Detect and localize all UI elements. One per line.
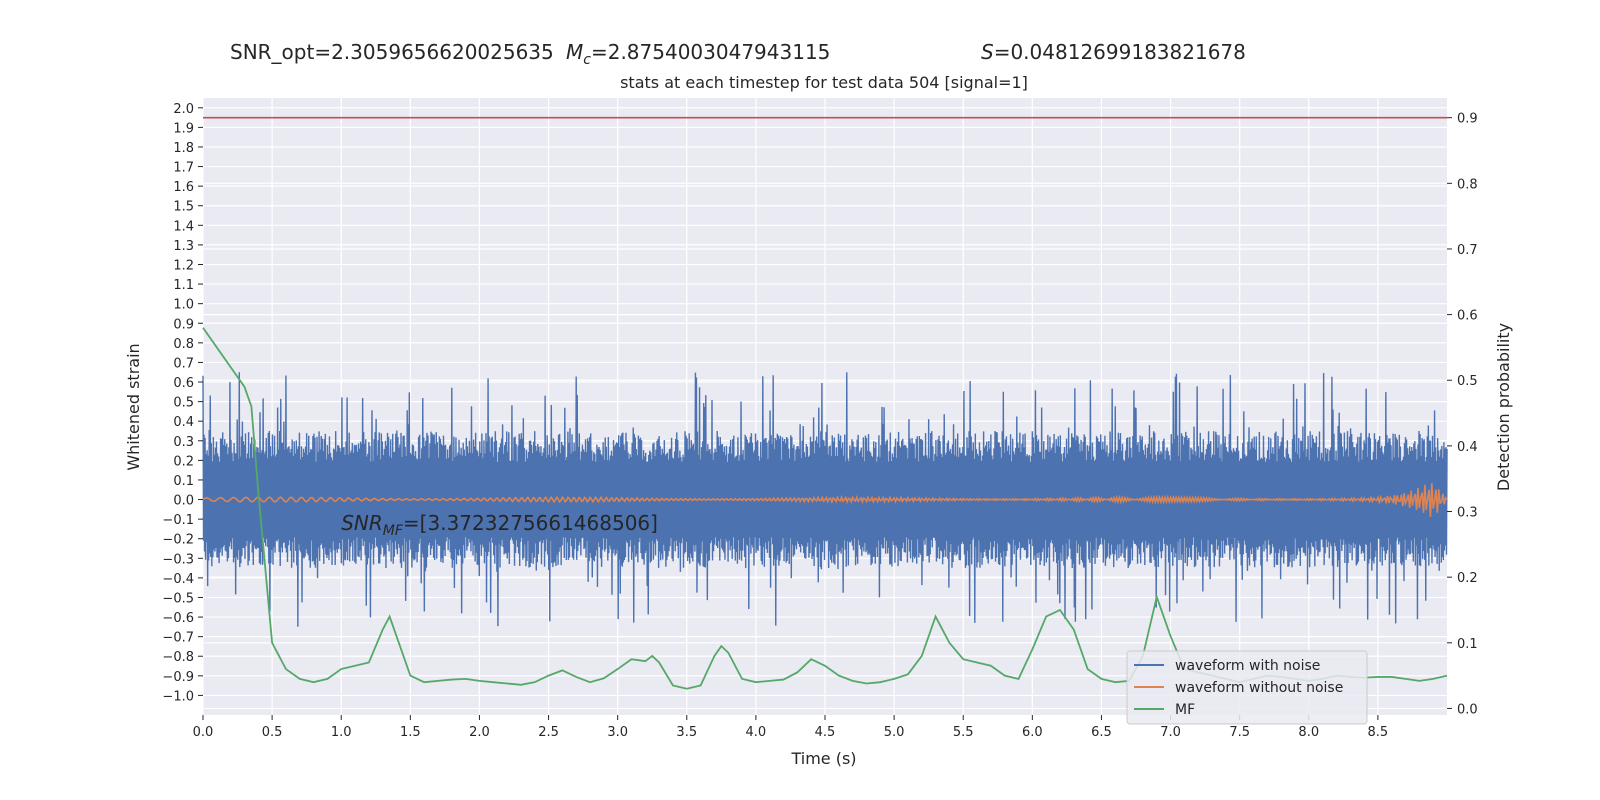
legend-box: [1126, 650, 1368, 725]
header-s: S=0.04812699183821678: [981, 40, 1246, 64]
left-tick-label: −0.5: [162, 591, 194, 606]
left-tick-label: 0.9: [173, 317, 194, 332]
anno-value: =[3.3723275661468506]: [403, 511, 658, 535]
x-axis-ticks: 0.0 0.5 1.0 1.5 2.0 2.5 3.0 3.5 4.0 4.5 5.0 5.5 6.0 6…: [193, 715, 1389, 740]
left-tick-label: −0.6: [162, 611, 194, 626]
x-axis-label: Time (s): [790, 749, 856, 768]
left-tick-label: 0.4: [173, 415, 194, 430]
left-tick-label: −1.0: [162, 689, 194, 704]
header-mc-symbol: M: [566, 40, 583, 64]
header-mc-value: =2.8754003047943115: [591, 40, 830, 64]
chart-title: stats at each timestep for test data 504…: [620, 73, 1028, 92]
left-tick-label: 1.7: [173, 161, 194, 176]
left-tick-label: 0.1: [173, 474, 194, 489]
left-axis-ticks: 2.0 1.9 1.8 1.7 1.6 1.5 1.4 1.3 1.2 1.1 1.0 0.9 0.8 0…: [162, 102, 203, 704]
left-tick-label: 1.0: [173, 298, 194, 313]
x-tick-label: 3.5: [676, 725, 697, 740]
legend: waveform with noise waveform without noi…: [1126, 650, 1368, 725]
x-tick-label: 8.5: [1368, 725, 1389, 740]
left-tick-label: 1.5: [173, 200, 194, 215]
header-chirp-mass: Mc=2.8754003047943115: [566, 40, 830, 68]
left-tick-label: 0.8: [173, 337, 194, 352]
x-tick-label: 2.0: [469, 725, 490, 740]
right-tick-label: 0.4: [1457, 440, 1478, 455]
noise-waveform-line: [202, 372, 1448, 627]
x-tick-label: 1.0: [331, 725, 352, 740]
header-s-symbol: S: [981, 40, 994, 64]
x-tick-label: 8.0: [1298, 725, 1319, 740]
anno-sub: MF: [383, 523, 404, 539]
right-tick-label: 0.1: [1457, 637, 1478, 652]
right-tick-label: 0.2: [1457, 571, 1478, 586]
x-tick-label: 6.0: [1022, 725, 1043, 740]
x-tick-label: 5.5: [953, 725, 974, 740]
left-tick-label: 1.2: [173, 258, 194, 273]
header-s-value: =0.04812699183821678: [994, 40, 1246, 64]
left-tick-label: 1.6: [173, 180, 194, 195]
left-tick-label: −0.7: [162, 631, 194, 646]
header-snr-opt: SNR_opt=2.3059656620025635: [230, 40, 554, 64]
left-axis-label: Whitened strain: [124, 343, 143, 470]
x-tick-label: 7.5: [1229, 725, 1250, 740]
right-tick-label: 0.3: [1457, 506, 1478, 521]
header-mc-sub: c: [583, 52, 591, 68]
right-tick-label: 0.0: [1457, 702, 1478, 717]
snr-mf-annotation: SNRMF=[3.3723275661468506]: [341, 511, 658, 539]
x-tick-label: 3.0: [607, 725, 628, 740]
left-tick-label: −0.1: [162, 513, 194, 528]
right-tick-label: 0.6: [1457, 309, 1478, 324]
left-tick-label: −0.4: [162, 572, 194, 587]
right-tick-label: 0.7: [1457, 243, 1478, 258]
left-tick-label: 0.7: [173, 356, 194, 371]
left-tick-label: −0.2: [162, 533, 194, 548]
left-tick-label: 0.2: [173, 454, 194, 469]
right-tick-label: 0.5: [1457, 374, 1478, 389]
x-tick-label: 4.0: [746, 725, 767, 740]
series-waveform-with-noise: [202, 372, 1448, 627]
right-tick-label: 0.9: [1457, 112, 1478, 127]
left-tick-label: 0.5: [173, 396, 194, 411]
left-tick-label: −0.9: [162, 670, 194, 685]
series-waveform-without-noise: [202, 482, 1448, 517]
left-tick-label: 0.6: [173, 376, 194, 391]
x-tick-label: 6.5: [1091, 725, 1112, 740]
left-tick-label: 1.9: [173, 121, 194, 136]
anno-symbol: SNR: [341, 511, 383, 535]
x-tick-label: 5.0: [884, 725, 905, 740]
right-axis-label: Detection probability: [1494, 323, 1513, 491]
x-tick-label: 0.5: [262, 725, 283, 740]
left-tick-label: 1.8: [173, 141, 194, 156]
left-tick-label: −0.3: [162, 552, 194, 567]
legend-label-clean: waveform without noise: [1175, 680, 1343, 696]
left-tick-label: 2.0: [173, 102, 194, 117]
x-tick-label: 0.0: [193, 725, 214, 740]
left-tick-label: 0.3: [173, 435, 194, 450]
left-tick-label: 1.1: [173, 278, 194, 293]
x-tick-label: 4.5: [815, 725, 836, 740]
left-tick-label: 1.4: [173, 219, 194, 234]
clean-waveform-line: [202, 482, 1448, 517]
right-tick-label: 0.8: [1457, 177, 1478, 192]
left-tick-label: 0.0: [173, 494, 194, 509]
legend-label-mf: MF: [1175, 702, 1195, 718]
left-tick-label: 1.3: [173, 239, 194, 254]
left-tick-label: −0.8: [162, 650, 194, 665]
right-axis-ticks: 0.9 0.8 0.7 0.6 0.5 0.4 0.3 0.2 0.1 0.0: [1447, 112, 1478, 717]
x-tick-label: 7.0: [1160, 725, 1181, 740]
x-tick-label: 2.5: [538, 725, 559, 740]
legend-label-noise: waveform with noise: [1175, 658, 1320, 674]
gridlines: [202, 98, 1447, 715]
x-tick-label: 1.5: [400, 725, 421, 740]
